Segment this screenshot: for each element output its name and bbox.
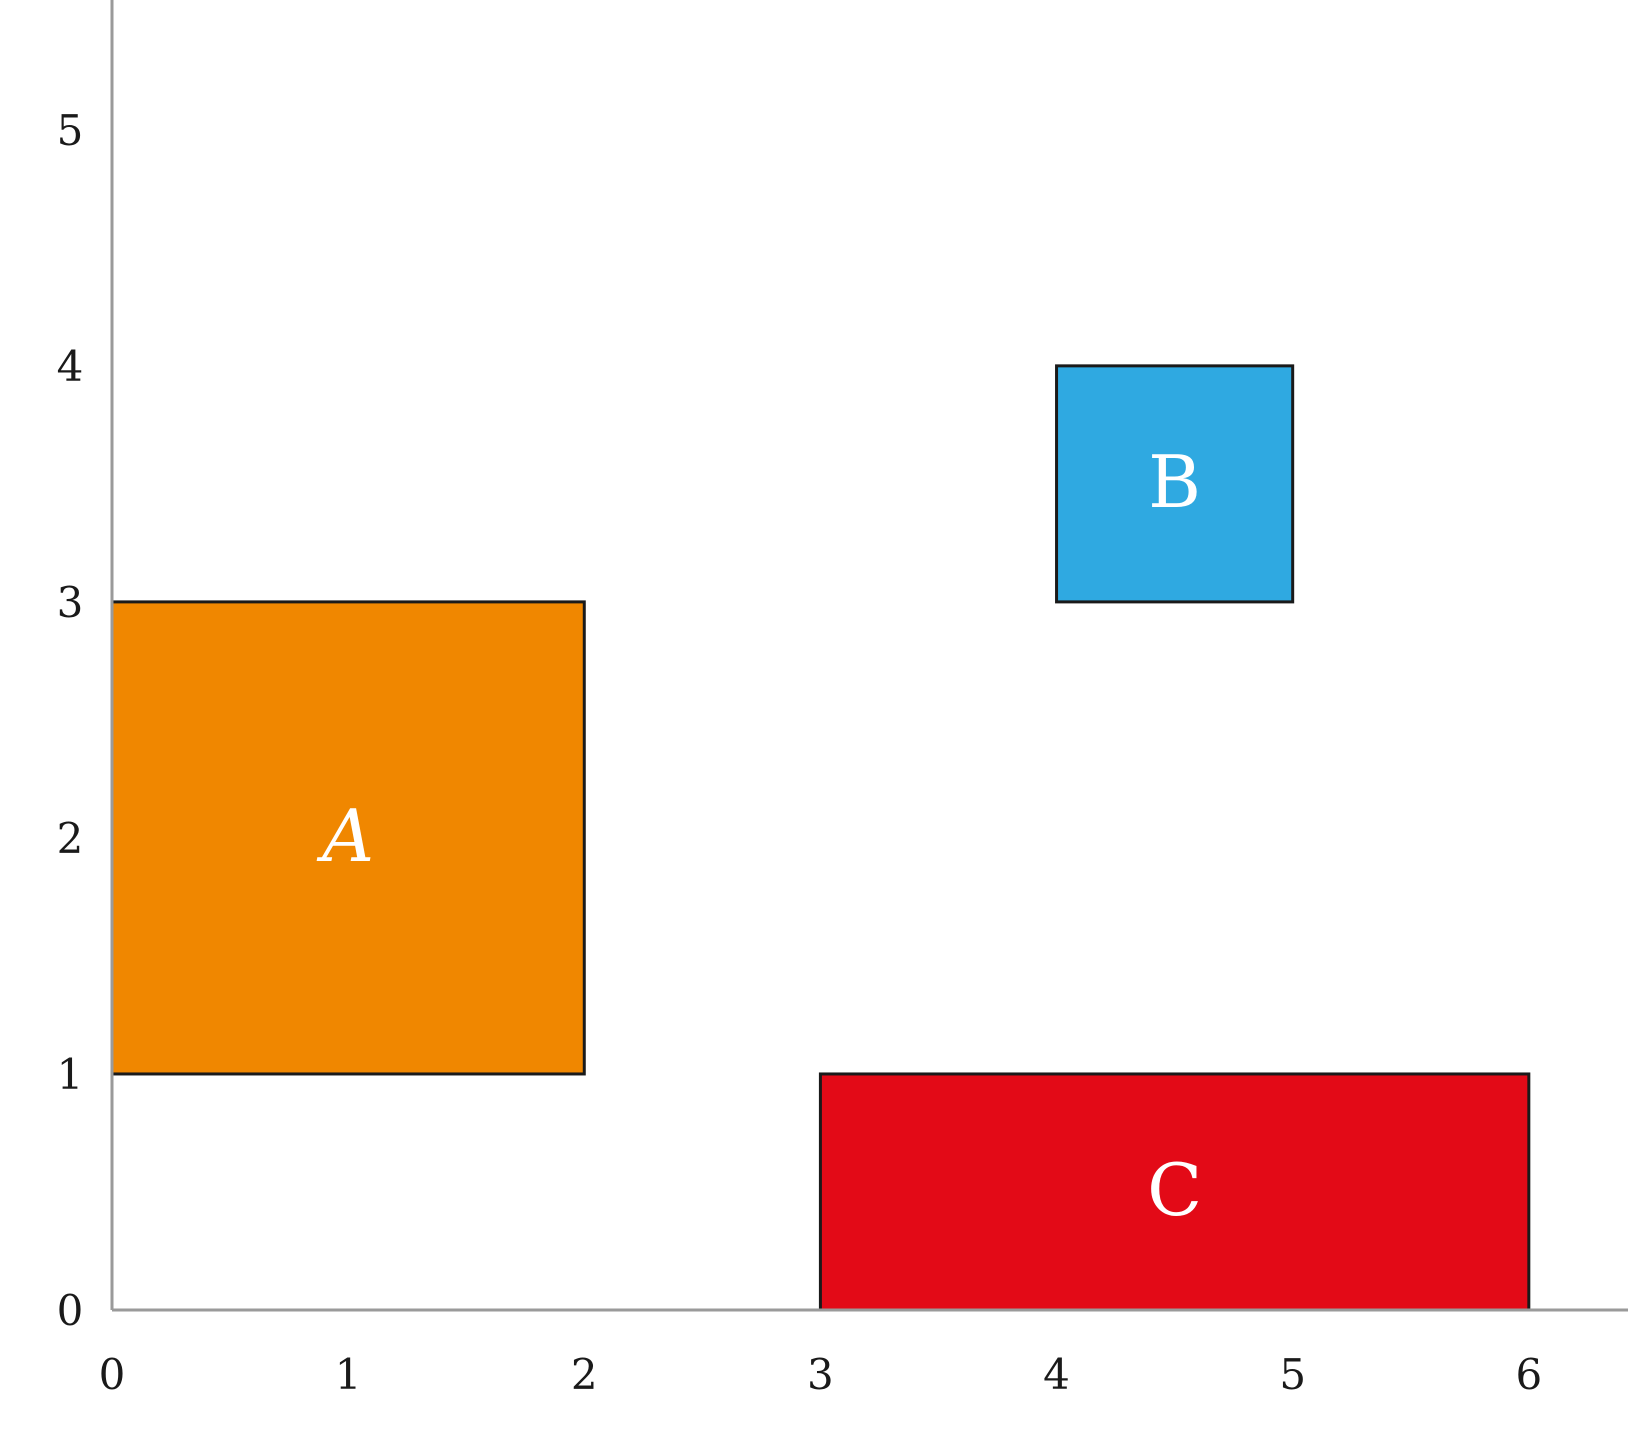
y-tick-label: 0 — [57, 1286, 84, 1335]
rectangle — [818, 1072, 1531, 1312]
y-tick-label: 1 — [57, 1050, 84, 1099]
rect-label: B — [1148, 440, 1201, 524]
y-tick-label: 2 — [57, 814, 84, 863]
x-tick-label: 1 — [335, 1350, 362, 1399]
y-tick-label: 4 — [57, 342, 84, 391]
y-tick-label: 5 — [57, 106, 84, 155]
rectangle — [1055, 364, 1295, 604]
rect-label: C — [1147, 1148, 1202, 1232]
y-tick-label: 3 — [57, 578, 84, 627]
x-tick-label: 2 — [571, 1350, 598, 1399]
x-tick-label: 0 — [99, 1350, 126, 1399]
x-tick-label: 5 — [1279, 1350, 1306, 1399]
x-tick-label: 3 — [807, 1350, 834, 1399]
x-tick-label: 4 — [1043, 1350, 1070, 1399]
rect-label: A — [316, 794, 374, 878]
x-tick-label: 6 — [1515, 1350, 1542, 1399]
rectangle — [110, 600, 586, 1076]
